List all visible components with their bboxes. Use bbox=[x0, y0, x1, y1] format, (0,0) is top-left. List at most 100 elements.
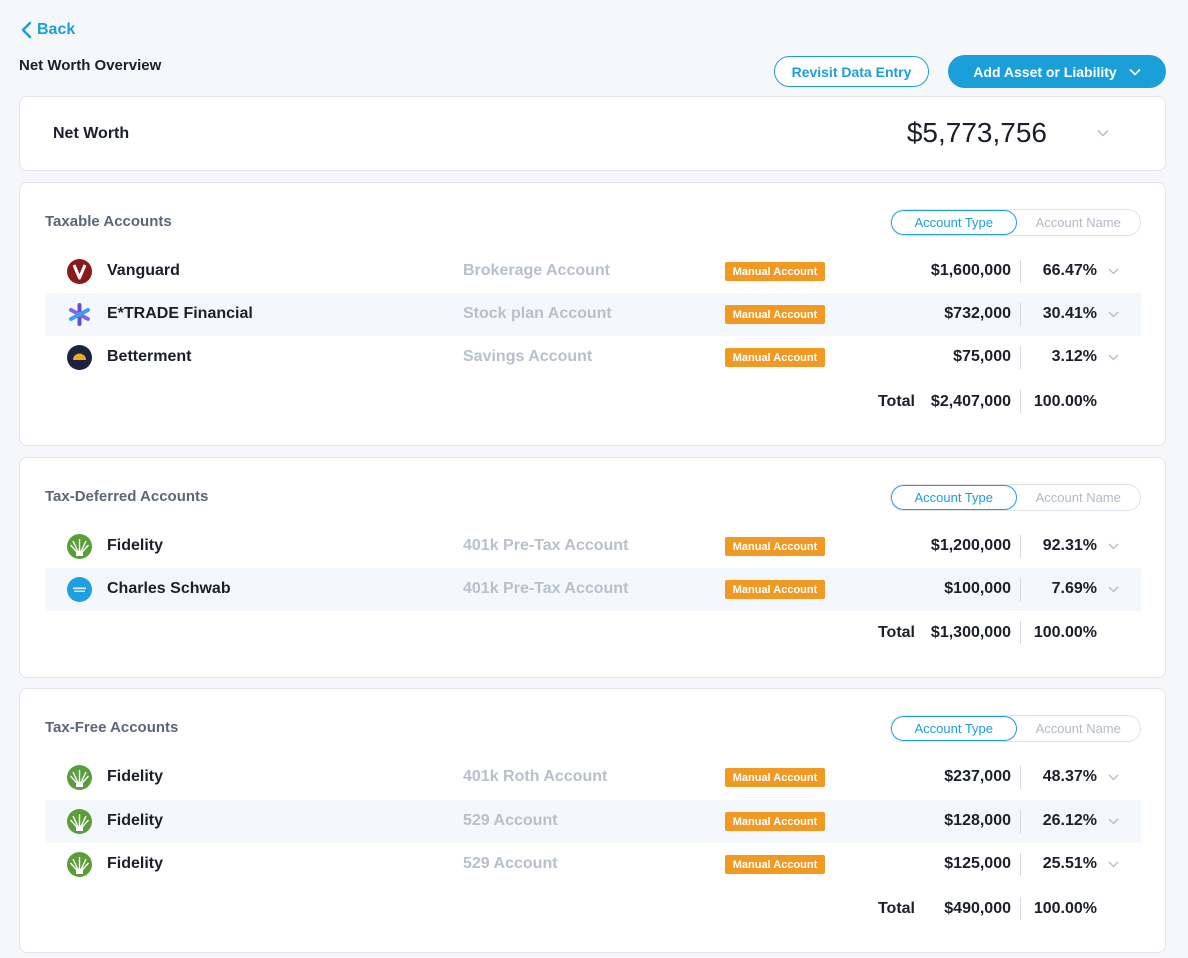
net-worth-value: $5,773,756 bbox=[906, 117, 1047, 148]
divider bbox=[1020, 810, 1021, 833]
account-row[interactable]: Fidelity 401k Pre-Tax Account Manual Acc… bbox=[45, 525, 1141, 568]
chevron-down-icon[interactable] bbox=[1108, 268, 1119, 275]
fidelity-logo bbox=[67, 534, 92, 559]
account-row[interactable]: Betterment Savings Account Manual Accoun… bbox=[45, 336, 1141, 379]
account-row[interactable]: Charles Schwab 401k Pre-Tax Account Manu… bbox=[45, 568, 1141, 611]
account-percent: 30.41% bbox=[1042, 305, 1097, 322]
chevron-down-icon[interactable] bbox=[1108, 311, 1119, 318]
group-by-toggle: Account Type Account Name bbox=[890, 209, 1141, 236]
divider bbox=[1020, 260, 1021, 283]
account-amount: $128,000 bbox=[944, 812, 1011, 829]
betterment-logo bbox=[67, 345, 92, 370]
total-amount: $1,300,000 bbox=[930, 624, 1011, 641]
chevron-down-icon[interactable] bbox=[1108, 818, 1119, 825]
back-label: Back bbox=[37, 21, 76, 38]
divider bbox=[1020, 766, 1021, 789]
chevron-down-icon[interactable] bbox=[1108, 586, 1119, 593]
manual-account-badge: Manual Account bbox=[725, 855, 825, 874]
section-total: Total $2,407,000 100.00% bbox=[45, 387, 1141, 417]
toggle-account-name[interactable]: Account Name bbox=[1035, 490, 1121, 505]
account-percent: 26.12% bbox=[1042, 812, 1097, 829]
toggle-account-name[interactable]: Account Name bbox=[1035, 721, 1121, 736]
account-amount: $75,000 bbox=[953, 348, 1011, 365]
chevron-left-icon bbox=[21, 21, 32, 39]
total-percent: 100.00% bbox=[1033, 624, 1097, 641]
total-amount: $490,000 bbox=[944, 900, 1011, 917]
section-total: Total $490,000 100.00% bbox=[45, 894, 1141, 924]
account-type: 401k Roth Account bbox=[463, 768, 608, 785]
account-row[interactable]: Fidelity 529 Account Manual Account $128… bbox=[45, 800, 1141, 843]
back-link[interactable]: Back bbox=[19, 21, 75, 39]
account-percent: 25.51% bbox=[1042, 855, 1097, 872]
section-title: Taxable Accounts bbox=[45, 213, 172, 230]
account-amount: $732,000 bbox=[944, 305, 1011, 322]
toggle-account-type[interactable]: Account Type bbox=[891, 210, 1017, 235]
fidelity-logo bbox=[67, 809, 92, 834]
account-type: Brokerage Account bbox=[463, 262, 610, 279]
institution-name: Fidelity bbox=[107, 768, 164, 785]
account-type: 529 Account bbox=[463, 812, 558, 829]
account-row[interactable]: Fidelity 401k Roth Account Manual Accoun… bbox=[45, 756, 1141, 799]
divider bbox=[1020, 578, 1021, 601]
toggle-account-name[interactable]: Account Name bbox=[1035, 215, 1121, 230]
vanguard-logo bbox=[67, 259, 92, 284]
manual-account-badge: Manual Account bbox=[725, 768, 825, 787]
toggle-account-type[interactable]: Account Type bbox=[891, 485, 1017, 510]
manual-account-badge: Manual Account bbox=[725, 580, 825, 599]
total-label: Total bbox=[877, 393, 915, 410]
account-amount: $125,000 bbox=[944, 855, 1011, 872]
revisit-data-entry-button[interactable]: Revisit Data Entry bbox=[774, 56, 929, 87]
account-percent: 66.47% bbox=[1042, 262, 1097, 279]
account-amount: $100,000 bbox=[944, 580, 1011, 597]
divider bbox=[1020, 346, 1021, 369]
account-row[interactable]: Vanguard Brokerage Account Manual Accoun… bbox=[45, 250, 1141, 293]
chevron-down-icon[interactable] bbox=[1108, 774, 1119, 781]
section-title: Tax-Free Accounts bbox=[45, 719, 179, 736]
total-label: Total bbox=[877, 900, 915, 917]
account-percent: 92.31% bbox=[1042, 537, 1097, 554]
account-type: 401k Pre-Tax Account bbox=[463, 537, 629, 554]
manual-account-badge: Manual Account bbox=[725, 305, 825, 324]
section-title: Tax-Deferred Accounts bbox=[45, 488, 209, 505]
account-amount: $237,000 bbox=[944, 768, 1011, 785]
group-by-toggle: Account Type Account Name bbox=[890, 715, 1141, 742]
institution-name: Fidelity bbox=[107, 855, 164, 872]
account-section-card: Tax-Free Accounts Account Type Account N… bbox=[19, 688, 1166, 953]
add-asset-or-liability-button[interactable]: Add Asset or Liability bbox=[948, 55, 1166, 88]
fidelity-logo bbox=[67, 765, 92, 790]
account-type: 401k Pre-Tax Account bbox=[463, 580, 629, 597]
account-amount: $1,200,000 bbox=[930, 537, 1011, 554]
net-worth-label: Net Worth bbox=[53, 125, 130, 142]
institution-name: Vanguard bbox=[107, 262, 180, 279]
manual-account-badge: Manual Account bbox=[725, 537, 825, 556]
institution-name: Charles Schwab bbox=[107, 580, 231, 597]
institution-name: Fidelity bbox=[107, 537, 164, 554]
divider bbox=[1020, 535, 1021, 558]
net-worth-card: Net Worth $5,773,756 bbox=[19, 96, 1166, 171]
manual-account-badge: Manual Account bbox=[725, 262, 825, 281]
schwab-logo bbox=[67, 577, 92, 602]
manual-account-badge: Manual Account bbox=[725, 812, 825, 831]
divider bbox=[1020, 390, 1021, 413]
toggle-account-type[interactable]: Account Type bbox=[891, 716, 1017, 741]
chevron-down-icon[interactable] bbox=[1108, 543, 1119, 550]
chevron-down-icon[interactable] bbox=[1108, 354, 1119, 361]
divider bbox=[1020, 853, 1021, 876]
divider bbox=[1020, 621, 1021, 644]
fidelity-logo bbox=[67, 852, 92, 877]
chevron-down-icon[interactable] bbox=[1108, 861, 1119, 868]
chevron-down-icon[interactable] bbox=[1097, 129, 1109, 137]
divider bbox=[1020, 897, 1021, 920]
account-row[interactable]: Fidelity 529 Account Manual Account $125… bbox=[45, 843, 1141, 886]
account-type: 529 Account bbox=[463, 855, 558, 872]
account-row[interactable]: E*TRADE Financial Stock plan Account Man… bbox=[45, 293, 1141, 336]
institution-name: E*TRADE Financial bbox=[107, 305, 253, 322]
institution-name: Fidelity bbox=[107, 812, 164, 829]
divider bbox=[1020, 303, 1021, 326]
add-label: Add Asset or Liability bbox=[973, 63, 1117, 80]
revisit-label: Revisit Data Entry bbox=[791, 63, 912, 80]
account-amount: $1,600,000 bbox=[930, 262, 1011, 279]
account-type: Stock plan Account bbox=[463, 305, 612, 322]
page-title: Net Worth Overview bbox=[19, 57, 162, 74]
total-label: Total bbox=[877, 624, 915, 641]
